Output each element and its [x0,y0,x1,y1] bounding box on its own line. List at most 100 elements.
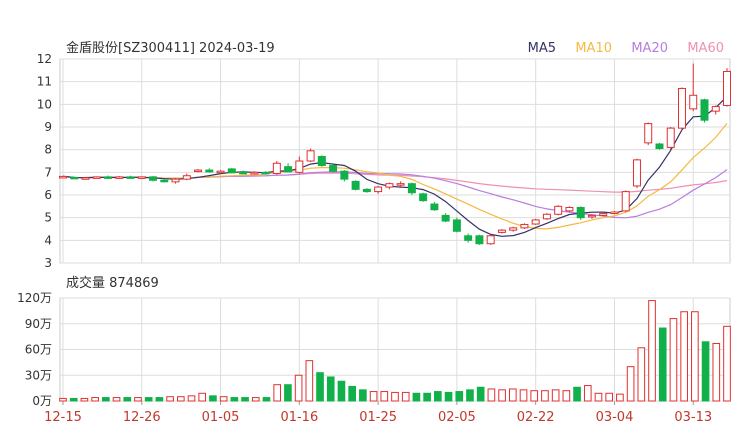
candle-body [340,170,349,180]
volume-bar [155,397,164,402]
chart-title: 金盾股份[SZ300411] 2024-03-19 [66,40,275,56]
volume-bar [616,393,624,402]
candle-body [486,235,495,245]
volume-bar [316,372,324,402]
volume-bar [487,388,496,402]
x-tick-label: 03-04 [596,410,634,425]
x-tick-label: 02-05 [438,410,476,425]
volume-bar [294,374,303,402]
volume-bar [209,395,217,402]
volume-bar [262,397,271,402]
candle-body [723,70,731,106]
price-tick-label: 7 [44,165,52,179]
x-tick-label: 12-26 [123,410,161,425]
candle-body [329,165,338,172]
volume-tick-label: 0万 [32,394,52,408]
volume-bar [434,391,442,402]
volume-bar [605,392,614,402]
candle-body [464,235,473,241]
volume-bar [102,397,110,402]
candle-body [182,175,191,180]
x-tick-label: 02-22 [517,410,555,425]
volume-bars [59,300,731,402]
candle-body [194,169,203,173]
volume-bar [284,384,292,402]
volume-bar [176,396,185,402]
candle-body [81,177,90,180]
candle-body [475,235,484,245]
candle-body [261,171,270,175]
volume-bar [723,325,731,402]
candle-body [407,183,416,194]
candle-body [599,213,608,216]
candle-body [227,168,236,174]
volume-bar [626,366,635,402]
volume-bar [680,311,688,402]
candle-body [700,99,709,121]
volume-bar [444,391,453,402]
candle-body [272,162,281,174]
candle-body [497,229,506,233]
volume-bar [466,389,474,402]
ma5-line [62,95,728,237]
volume-bar [273,384,282,402]
candle-body [295,160,304,173]
volume-bar [391,391,399,402]
candle-body [216,170,225,174]
volume-bar [337,380,346,402]
price-tick-label: 12 [37,52,52,66]
volume-bar [91,397,99,402]
candle-body [149,176,158,181]
candlesticks [59,63,731,245]
volume-bar [80,397,89,402]
volume-tick-label: 30万 [25,368,52,382]
volume-bar [166,396,174,402]
volume-bar [359,389,367,402]
candle-body [419,193,428,202]
legend: MA60 MA20 MA10 MA5 [528,41,724,56]
candle-body [171,178,180,183]
price-tick-label: 6 [44,188,52,202]
x-tick-label: 01-05 [202,410,240,425]
volume-bar [669,318,678,402]
volume-bar [541,390,549,402]
candle-body [677,87,686,129]
candle-body [250,171,259,175]
candle-body [239,171,248,175]
volume-bar [691,311,699,402]
candle-body [632,159,641,187]
volume-bar [562,390,571,402]
candle-body [362,188,371,193]
volume-bar [423,392,431,402]
volume-bar [594,392,603,402]
candle-body [351,180,360,190]
candle-body [644,123,653,144]
volume-bar [241,397,249,402]
volume-bar [348,385,356,402]
price-tick-label: 5 [44,211,52,225]
volume-bar [187,395,196,402]
candle-body [689,94,698,110]
candle-body [430,203,439,211]
x-tick-label: 03-13 [674,410,712,425]
candle-body [160,179,169,183]
volume-bar [401,391,410,402]
grid [59,58,731,405]
volume-tick-label: 120万 [17,291,52,305]
x-tick-label: 01-25 [359,410,397,425]
candle-body [610,211,619,214]
candle-body [520,223,529,229]
candle-body [306,150,315,162]
candle-body [621,191,630,212]
candle-body [104,176,113,179]
volume-bar [455,391,464,402]
volume-bar [551,389,560,402]
legend-ma10: MA10 [575,41,612,56]
volume-bar [112,397,121,402]
candle-body [666,127,675,148]
volume-bar [519,389,528,402]
candle-body [587,214,596,218]
candle-body [205,169,214,173]
